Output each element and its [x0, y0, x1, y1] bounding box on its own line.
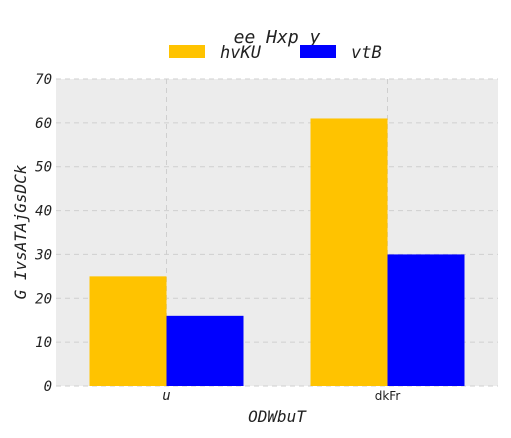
legend-label-hvKU: hvKU: [220, 43, 262, 63]
y-axis-label: G IvsATAjGsDCk: [11, 164, 30, 299]
y-tick-label: 20: [35, 291, 52, 307]
x-tick-label: u: [162, 388, 170, 404]
y-tick-label: 50: [35, 160, 52, 176]
bar-hvKU-dkFr: [311, 118, 388, 386]
y-tick-label: 10: [35, 335, 52, 351]
y-tick-label: 0: [44, 379, 52, 395]
legend-label-vtB: vtB: [351, 43, 382, 63]
y-tick-label: 30: [34, 247, 52, 263]
y-tick-label: 70: [35, 72, 52, 88]
x-tick-label: dkFr: [375, 389, 401, 403]
bar-vtB-u: [167, 316, 244, 386]
legend-swatch-hvKU: [169, 45, 205, 58]
bar-vtB-dkFr: [388, 254, 465, 386]
bar-hvKU-u: [90, 276, 167, 386]
y-tick-label: 60: [35, 116, 52, 132]
legend-swatch-vtB: [300, 45, 336, 58]
y-tick-label: 40: [35, 204, 52, 220]
x-axis-label: ODWbuT: [248, 407, 307, 426]
